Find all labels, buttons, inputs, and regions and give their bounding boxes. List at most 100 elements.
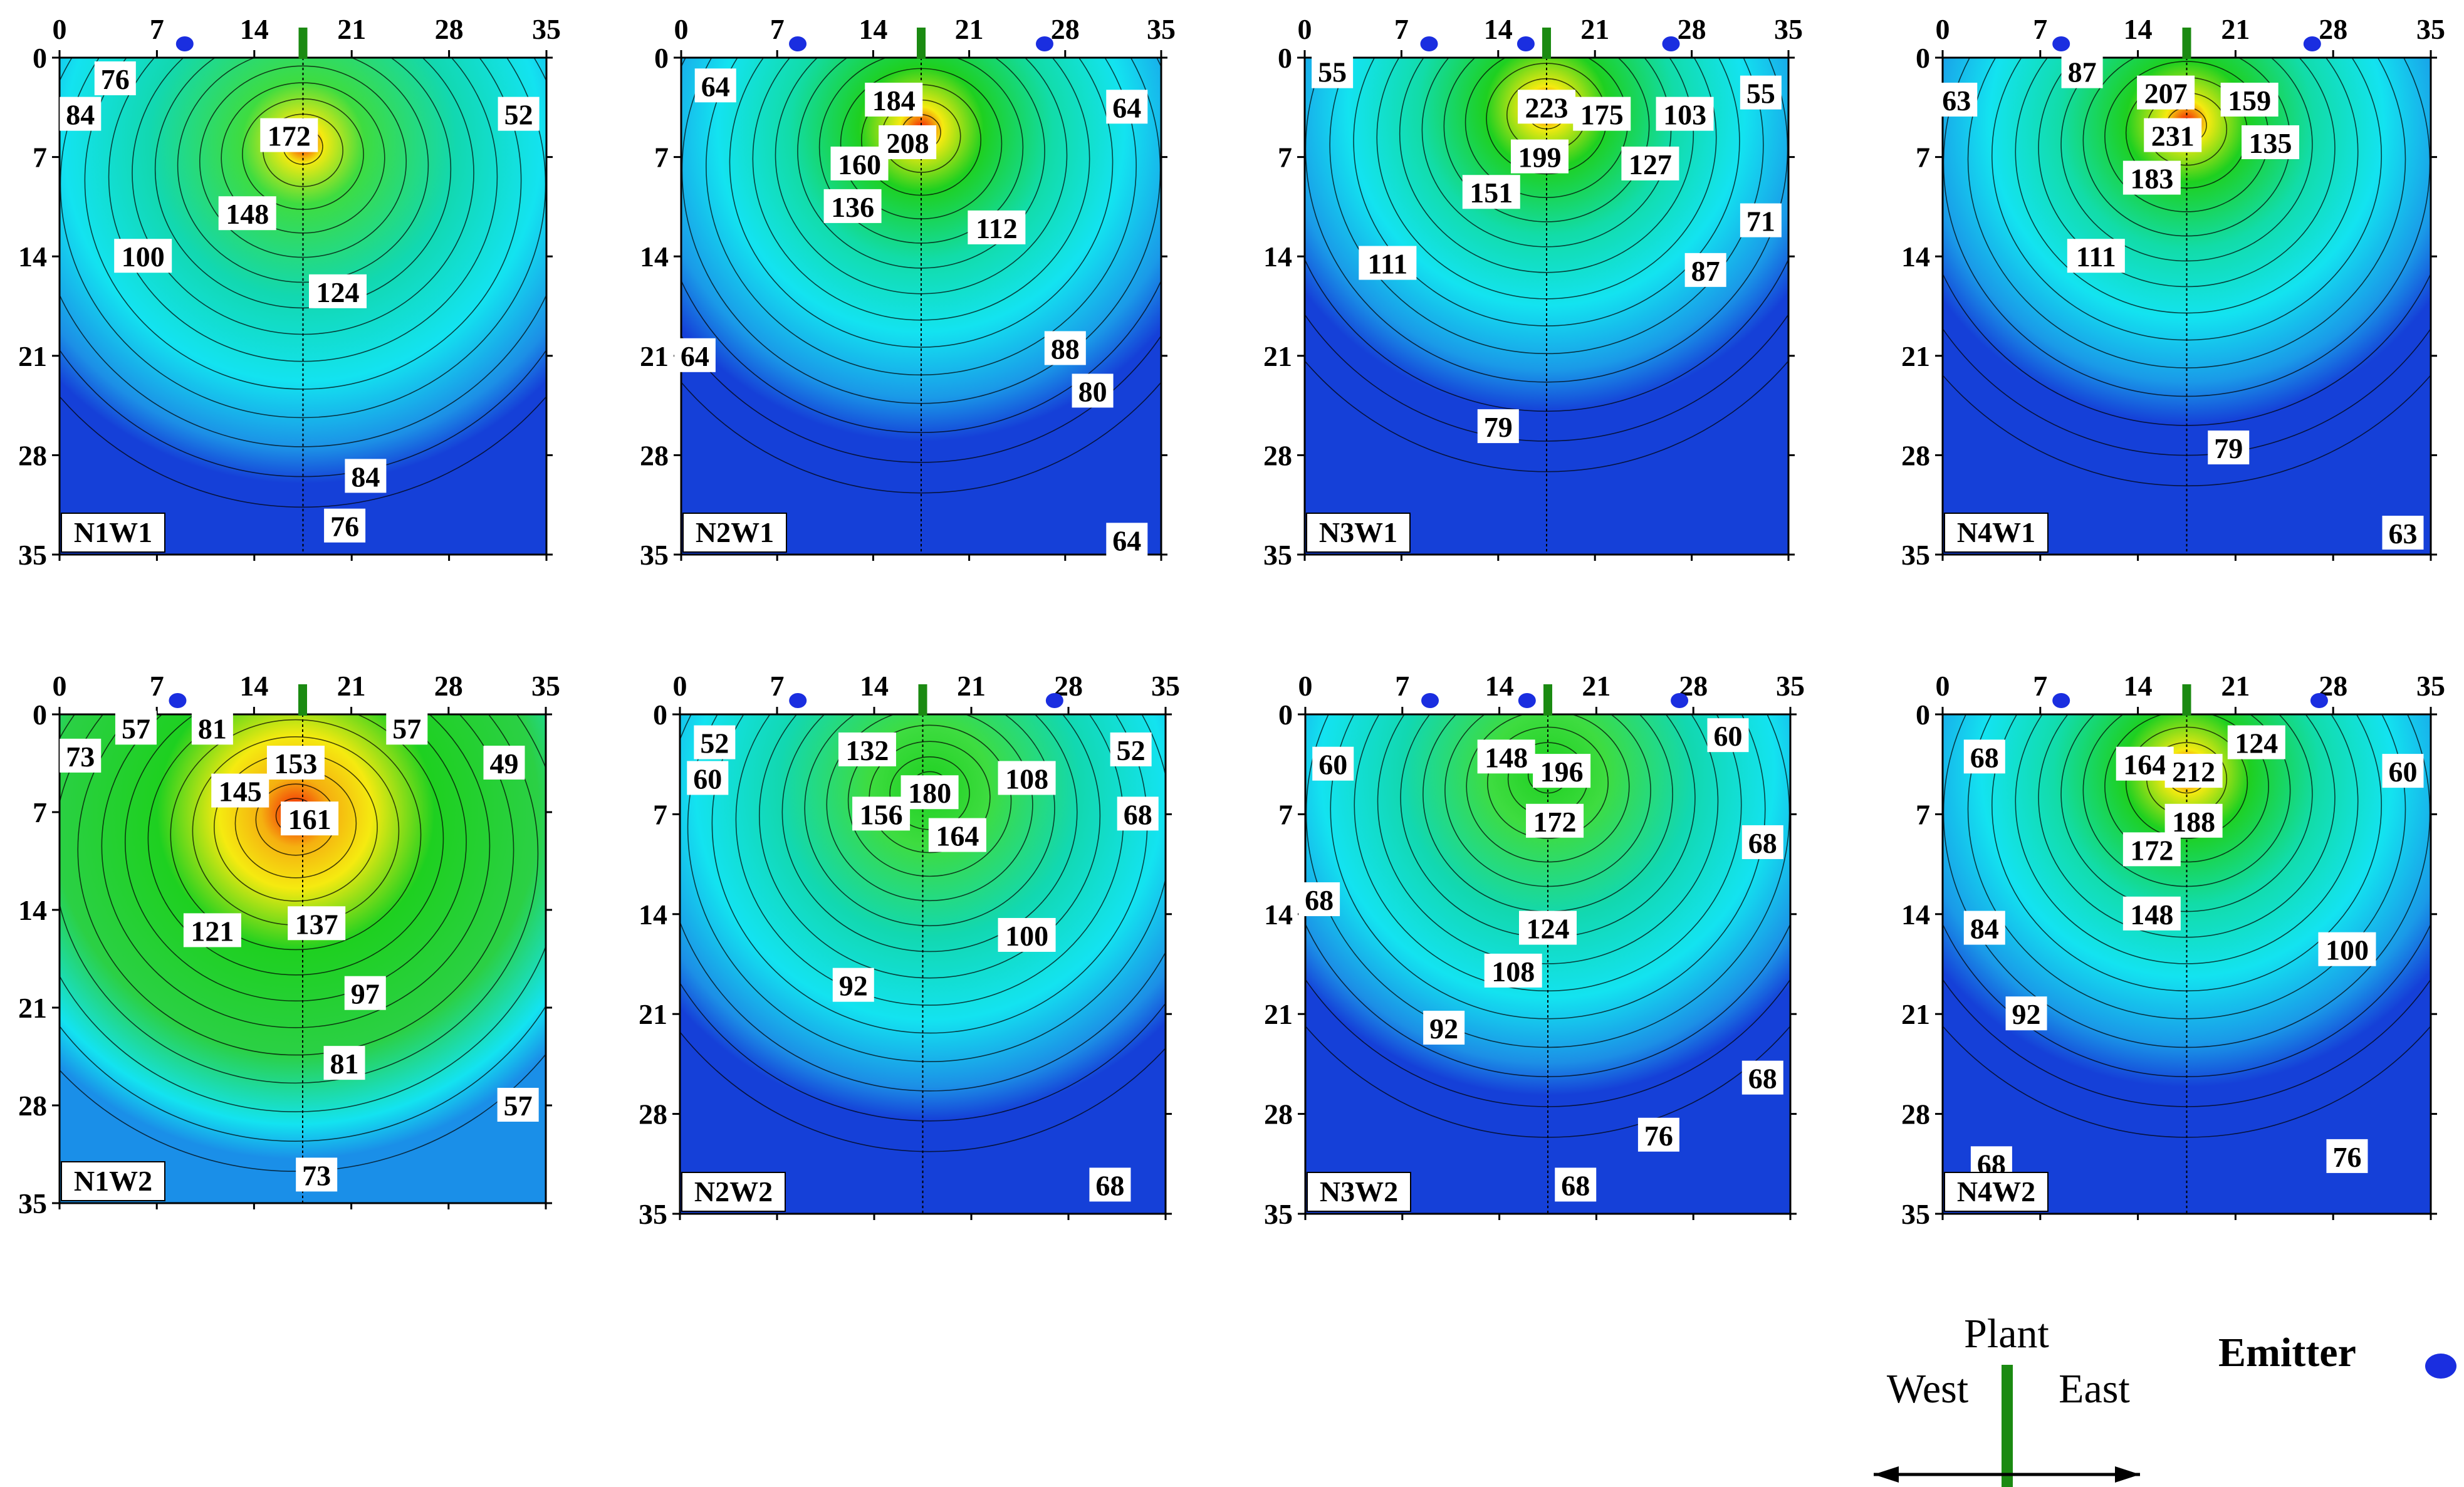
contour-label: 64 bbox=[694, 68, 736, 103]
svg-text:68: 68 bbox=[1095, 1169, 1124, 1201]
contour-label: 148 bbox=[218, 196, 276, 231]
plant-marker-icon bbox=[298, 28, 308, 59]
contour-lines bbox=[60, 714, 546, 1172]
x-tick-label: 14 bbox=[2124, 670, 2153, 702]
contour-label: 73 bbox=[60, 738, 102, 773]
svg-text:92: 92 bbox=[1429, 1013, 1458, 1045]
x-tick-label: 0 bbox=[53, 670, 67, 702]
svg-text:223: 223 bbox=[1525, 91, 1569, 123]
svg-text:N3W1: N3W1 bbox=[1319, 516, 1397, 548]
svg-text:N2W2: N2W2 bbox=[694, 1176, 773, 1208]
y-tick-label: 21 bbox=[18, 340, 47, 372]
emitter-marker-icon bbox=[1035, 36, 1053, 51]
svg-text:79: 79 bbox=[1484, 411, 1513, 443]
y-tick-label: 28 bbox=[639, 1098, 667, 1130]
y-tick-label: 28 bbox=[1901, 439, 1930, 471]
svg-text:64: 64 bbox=[681, 340, 709, 372]
svg-text:103: 103 bbox=[1663, 99, 1706, 131]
y-tick-label: 0 bbox=[33, 699, 47, 731]
emitter-marker-icon bbox=[789, 693, 807, 708]
contour-label: 68 bbox=[1741, 825, 1783, 859]
contour-label: 52 bbox=[498, 97, 540, 131]
svg-text:63: 63 bbox=[2388, 518, 2417, 550]
emitter-marker-icon bbox=[1420, 36, 1438, 51]
contour-label: 81 bbox=[323, 1046, 365, 1080]
svg-text:145: 145 bbox=[219, 776, 262, 808]
y-tick-label: 14 bbox=[640, 241, 669, 273]
x-tick-label: 28 bbox=[2319, 13, 2347, 45]
svg-text:49: 49 bbox=[489, 748, 518, 780]
contour-label: 68 bbox=[1298, 882, 1340, 917]
svg-text:135: 135 bbox=[2249, 127, 2292, 159]
contour-label: 153 bbox=[266, 746, 325, 780]
contour-label: 159 bbox=[2220, 82, 2279, 117]
svg-text:156: 156 bbox=[860, 798, 903, 830]
contour-label: 57 bbox=[497, 1088, 539, 1122]
legend-direction-arrow bbox=[1874, 1466, 2140, 1483]
x-tick-label: 21 bbox=[337, 670, 366, 702]
contour-label: 231 bbox=[2144, 118, 2202, 152]
contour-label: 127 bbox=[1621, 146, 1679, 180]
svg-text:71: 71 bbox=[1746, 206, 1775, 237]
x-tick-label: 14 bbox=[1485, 670, 1514, 702]
contour-label: 124 bbox=[1519, 910, 1577, 945]
y-tick-label: 35 bbox=[18, 1187, 47, 1219]
svg-text:108: 108 bbox=[1005, 763, 1048, 795]
svg-text:132: 132 bbox=[845, 734, 889, 766]
y-tick-label: 14 bbox=[1264, 899, 1293, 931]
svg-text:81: 81 bbox=[198, 712, 227, 744]
y-tick-label: 0 bbox=[654, 42, 669, 74]
svg-text:148: 148 bbox=[1485, 741, 1528, 773]
svg-text:199: 199 bbox=[1518, 142, 1561, 174]
y-tick-label: 21 bbox=[640, 340, 669, 372]
y-tick-label: 21 bbox=[639, 998, 667, 1030]
svg-text:151: 151 bbox=[1470, 177, 1513, 209]
x-tick-label: 35 bbox=[1776, 670, 1805, 702]
x-tick-label: 28 bbox=[435, 13, 464, 45]
svg-text:84: 84 bbox=[66, 99, 95, 131]
contour-label: 103 bbox=[1656, 97, 1714, 131]
svg-text:111: 111 bbox=[2076, 241, 2116, 273]
svg-text:153: 153 bbox=[274, 748, 317, 780]
y-tick-label: 0 bbox=[1278, 42, 1292, 74]
contour-label: 57 bbox=[115, 711, 157, 745]
svg-text:212: 212 bbox=[2172, 756, 2215, 788]
contour-label: 188 bbox=[2164, 803, 2223, 838]
contour-label: 100 bbox=[2318, 932, 2376, 966]
contour-label: 52 bbox=[694, 725, 736, 759]
contour-label: 80 bbox=[1072, 373, 1114, 408]
x-tick-label: 0 bbox=[1936, 670, 1950, 702]
x-tick-label: 7 bbox=[1394, 13, 1409, 45]
x-tick-label: 0 bbox=[674, 13, 689, 45]
x-tick-label: 14 bbox=[240, 13, 269, 45]
svg-text:64: 64 bbox=[1112, 91, 1141, 123]
svg-text:76: 76 bbox=[330, 511, 359, 543]
svg-text:164: 164 bbox=[2123, 749, 2166, 781]
y-tick-label: 35 bbox=[1901, 539, 1930, 571]
svg-text:88: 88 bbox=[1051, 333, 1080, 365]
svg-text:79: 79 bbox=[2214, 432, 2243, 464]
panel-label: N3W2 bbox=[1307, 1172, 1411, 1212]
contour-label: 87 bbox=[1684, 253, 1726, 287]
svg-text:68: 68 bbox=[1305, 884, 1334, 916]
y-tick-label: 35 bbox=[1901, 1198, 1930, 1230]
svg-text:183: 183 bbox=[2130, 163, 2173, 195]
emitter-marker-icon bbox=[2303, 36, 2321, 51]
svg-text:57: 57 bbox=[504, 1090, 533, 1122]
x-tick-label: 35 bbox=[1147, 13, 1176, 45]
svg-text:76: 76 bbox=[2332, 1141, 2361, 1173]
plant-marker-icon bbox=[918, 684, 927, 716]
contour-label: 64 bbox=[1106, 523, 1148, 557]
svg-text:52: 52 bbox=[700, 728, 729, 759]
svg-text:97: 97 bbox=[351, 978, 380, 1010]
y-tick-label: 14 bbox=[1901, 241, 1930, 273]
legend-emitter-icon bbox=[2425, 1354, 2456, 1379]
y-tick-label: 28 bbox=[18, 439, 47, 471]
y-tick-label: 7 bbox=[654, 142, 669, 174]
legend-emitter-label: Emitter bbox=[2218, 1330, 2356, 1375]
x-tick-label: 35 bbox=[1774, 13, 1803, 45]
panel-label: N1W2 bbox=[61, 1161, 165, 1201]
